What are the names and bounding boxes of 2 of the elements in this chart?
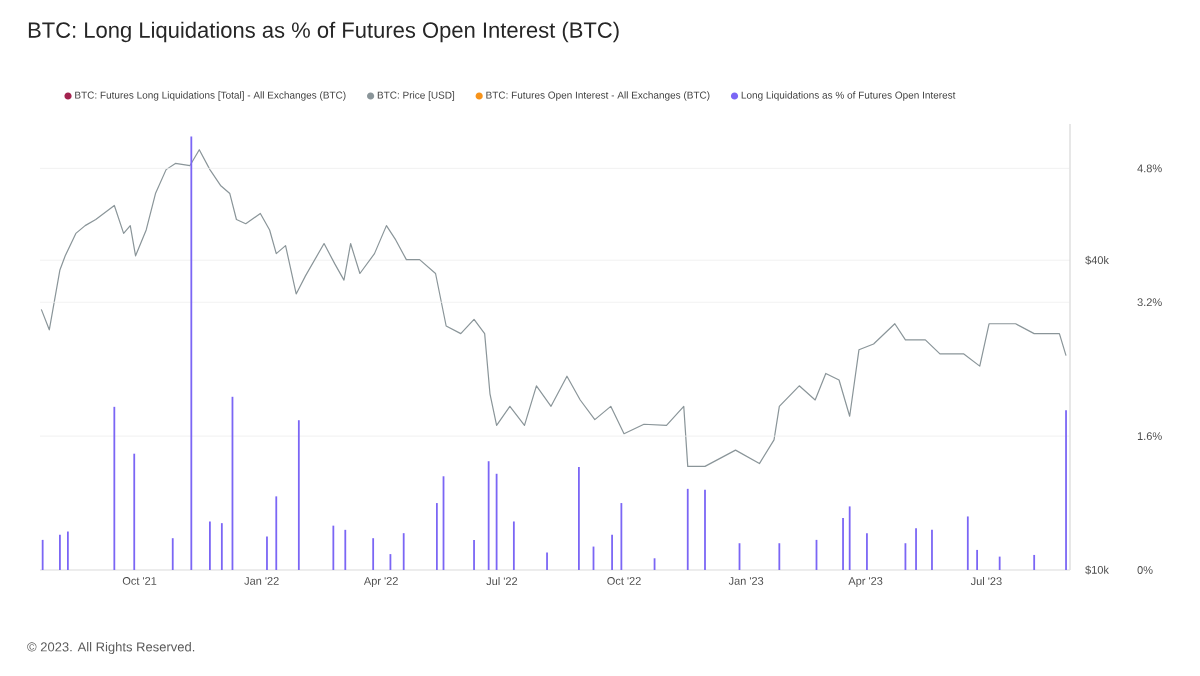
chart-title: BTC: Long Liquidations as % of Futures Open Interest (BTC) xyxy=(28,21,619,43)
line-series xyxy=(40,149,1067,467)
